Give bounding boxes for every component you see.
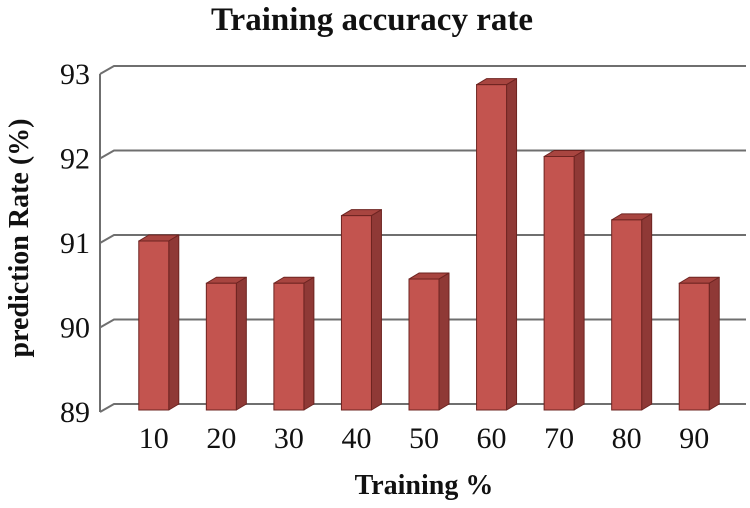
x-tick-label: 10 [139,422,169,455]
bar [476,84,508,411]
tick-layer: 10 20 30 40 50 60 70 80 90 89 90 91 92 93 [60,58,709,455]
bar-side-face [573,150,585,411]
bar [205,282,237,411]
bar-layer [138,78,720,411]
gridline [99,234,746,244]
x-tick-label: 40 [341,422,371,455]
bar [138,240,170,411]
bar-side-face [303,276,315,411]
y-tick-label: 89 [60,396,90,429]
bar-side-face [370,209,382,411]
x-tick-label: 50 [409,422,439,455]
bar-side-face [438,272,450,411]
gridline [99,318,746,329]
y-tick-label: 92 [60,143,90,176]
x-tick-label: 60 [477,422,507,455]
x-tick-label: 90 [679,422,709,455]
bar-side-face [168,234,180,411]
bar [340,215,372,411]
y-tick-label: 91 [60,227,90,260]
x-tick-label: 70 [544,422,574,455]
x-tick-label: 80 [612,422,642,455]
bar-side-face [641,213,653,411]
bar [611,219,643,411]
chart-title: Training accuracy rate [211,2,533,38]
grid-layer [99,65,746,413]
x-tick-label: 20 [206,422,236,455]
y-tick-label: 90 [60,312,90,345]
gridline [99,403,746,413]
x-axis-title: Training % [355,470,494,501]
bar-side-face [235,276,247,411]
y-axis-title: prediction Rate (%) [4,119,35,358]
gridline [99,149,746,160]
gridline [99,65,746,75]
bar-side-face [506,78,518,411]
y-tick-label: 93 [60,58,90,91]
bar [408,278,440,411]
bar-side-face [708,276,720,411]
x-tick-label: 30 [274,422,304,455]
bar [273,282,305,411]
bar [678,282,710,411]
bar [543,156,575,411]
